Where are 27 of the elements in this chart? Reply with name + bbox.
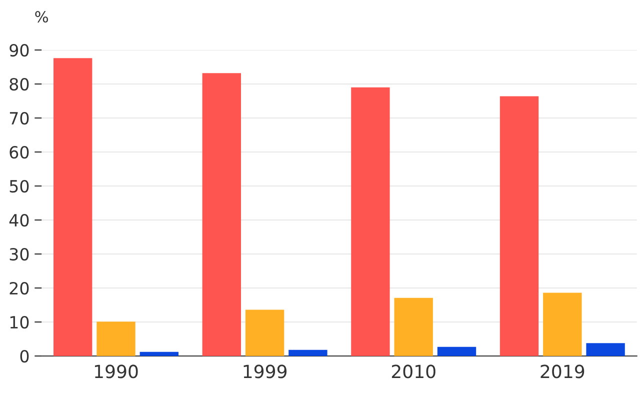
bar <box>54 58 92 356</box>
y-tick-label: 90 <box>10 44 29 57</box>
y-tick-label: 60 <box>10 146 29 159</box>
y-tick-label: 70 <box>10 112 29 125</box>
x-tick-label: 1999 <box>244 364 287 378</box>
bar <box>202 73 241 356</box>
y-tick-label: 30 <box>10 248 29 261</box>
bar <box>140 352 178 356</box>
bar <box>351 87 390 356</box>
y-tick-label: 50 <box>10 180 29 193</box>
bar <box>586 343 625 356</box>
y-axis-title: % <box>35 11 48 23</box>
bar <box>543 292 582 356</box>
bar <box>288 350 328 356</box>
bar <box>437 346 476 356</box>
x-tick-label: 2010 <box>392 364 436 378</box>
bar <box>500 96 539 356</box>
y-tick-label: 80 <box>10 78 29 91</box>
y-tick-label: 0 <box>20 350 29 363</box>
y-tick-label: 10 <box>10 316 29 329</box>
x-tick-label: 1990 <box>95 364 138 378</box>
y-tick-label: 20 <box>10 282 29 295</box>
bar <box>96 322 136 356</box>
y-tick-label: 40 <box>9 214 29 227</box>
x-tick-label: 2019 <box>540 364 584 378</box>
bar <box>245 310 284 356</box>
bar <box>394 298 433 356</box>
